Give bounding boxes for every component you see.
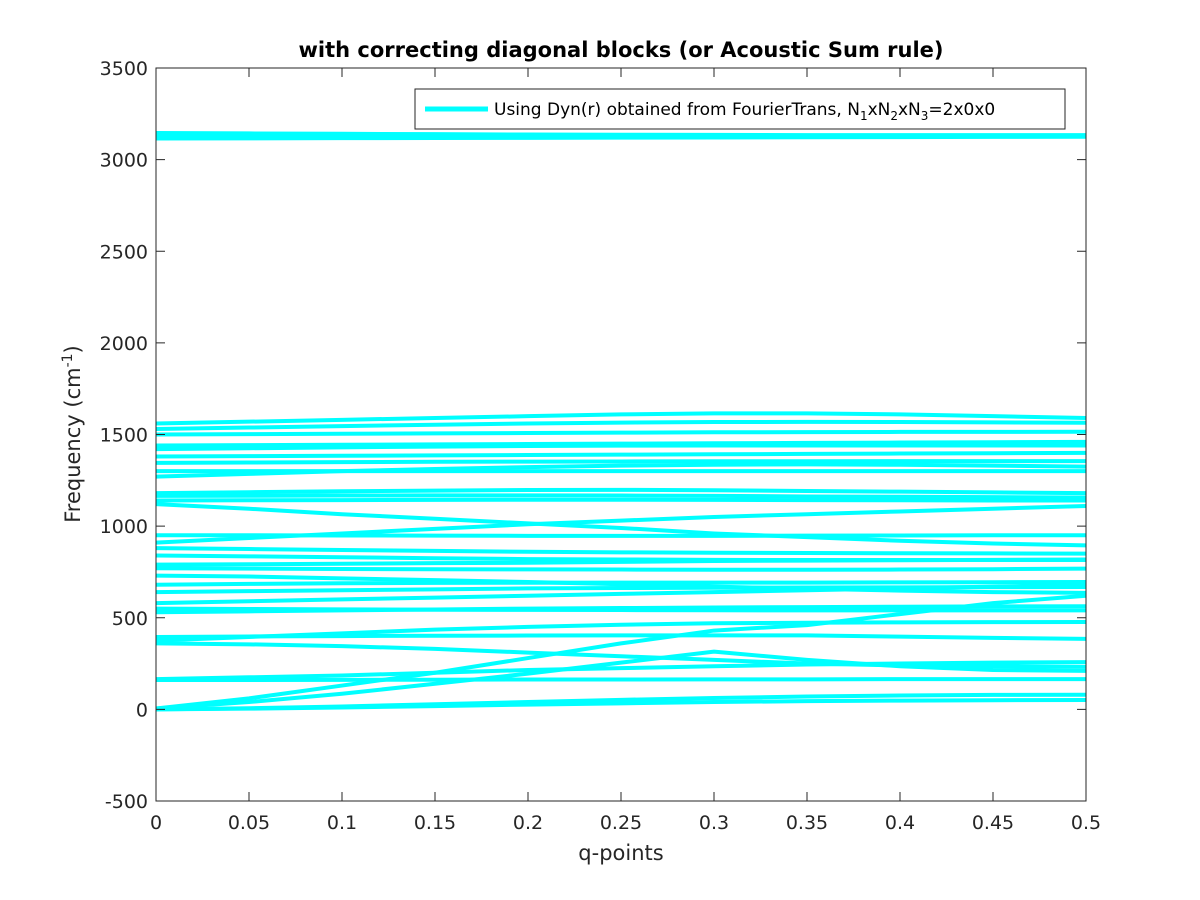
x-tick-label: 0.5 <box>1071 812 1101 834</box>
series-line-22 <box>155 502 1087 548</box>
legend-subscript-1: 1 <box>860 109 868 123</box>
x-tick-label: 0.25 <box>600 812 642 834</box>
x-tick-label: 0.45 <box>972 812 1014 834</box>
y-tick-label: 0 <box>136 699 148 721</box>
series-line-2 <box>155 692 1087 712</box>
y-tick-label: 1500 <box>100 425 148 447</box>
y-axis-label-superscript: -1 <box>60 353 76 367</box>
x-tick-label: 0.2 <box>513 812 543 834</box>
x-tick-label: 0.05 <box>228 812 270 834</box>
y-tick-label: 500 <box>112 608 148 630</box>
series-line-34 <box>155 411 1087 426</box>
series-line-30 <box>155 443 1086 452</box>
series-line-16 <box>155 566 1087 572</box>
series-line-37 <box>155 131 1086 138</box>
x-tick-labels: 0 0.05 0.1 0.15 0.2 0.25 0.3 0.35 0.4 0.45 0.5 <box>150 812 1101 834</box>
series-line-31 <box>155 439 1087 448</box>
series-line-18 <box>155 553 1086 563</box>
series-line-21 <box>156 533 1086 538</box>
y-axis-label-close: ) <box>61 345 85 353</box>
series-line-6 <box>155 660 1087 682</box>
y-tick-label: 3000 <box>100 150 148 172</box>
x-tick-label: 0.1 <box>327 812 357 834</box>
x-tick-label: 0.15 <box>414 812 456 834</box>
legend-label-part-2: xN <box>868 100 891 120</box>
y-tick-labels: -500 0 500 1000 1500 2000 2500 3000 3500 <box>100 58 148 813</box>
plot-frame <box>155 67 1087 802</box>
legend-box <box>414 88 1066 130</box>
y-tick-label: -500 <box>105 791 148 813</box>
legend-label-part-3: xN <box>898 100 921 120</box>
legend-label-part-4: =2x0x0 <box>928 100 995 120</box>
legend-subscript-3: 3 <box>921 109 929 123</box>
x-tick-label: 0.3 <box>699 812 729 834</box>
series-line-24 <box>155 493 1087 500</box>
y-axis-label-main: Frequency (cm <box>61 367 85 522</box>
series-line-23 <box>155 497 1086 503</box>
series-line-28 <box>155 459 1086 465</box>
legend: Using Dyn(r) obtained from FourierTrans,… <box>414 88 1066 130</box>
chart-title: with correcting diagonal blocks (or Acou… <box>299 38 944 62</box>
y-tick-label: 2500 <box>100 241 148 263</box>
y-tick-label: 3500 <box>100 58 148 80</box>
y-tick-label: 2000 <box>100 333 148 355</box>
series-line-9 <box>155 633 1087 641</box>
x-axis-label: q-points <box>578 841 663 865</box>
x-tick-label: 0.4 <box>885 812 915 834</box>
series-line-5 <box>156 677 1086 683</box>
x-tick-label: 0.35 <box>786 812 828 834</box>
series-line-29 <box>155 450 1087 459</box>
y-tick-label: 1000 <box>100 516 148 538</box>
series-line-11 <box>155 606 1086 613</box>
series-lines <box>155 131 1087 712</box>
series-line-32 <box>155 429 1087 437</box>
x-tick-label: 0 <box>150 812 162 834</box>
legend-label-part-1: Using Dyn(r) obtained from FourierTrans,… <box>494 100 860 120</box>
series-line-15 <box>155 573 1087 595</box>
series-line-7 <box>155 641 1087 669</box>
series-line-25 <box>155 487 1087 496</box>
series-line-19 <box>155 546 1087 556</box>
legend-label: Using Dyn(r) obtained from FourierTrans,… <box>494 100 995 123</box>
series-line-13 <box>155 584 1087 595</box>
y-axis-label: Frequency (cm-1) <box>60 345 85 523</box>
series-line-33 <box>155 419 1087 431</box>
legend-subscript-2: 2 <box>890 109 898 123</box>
